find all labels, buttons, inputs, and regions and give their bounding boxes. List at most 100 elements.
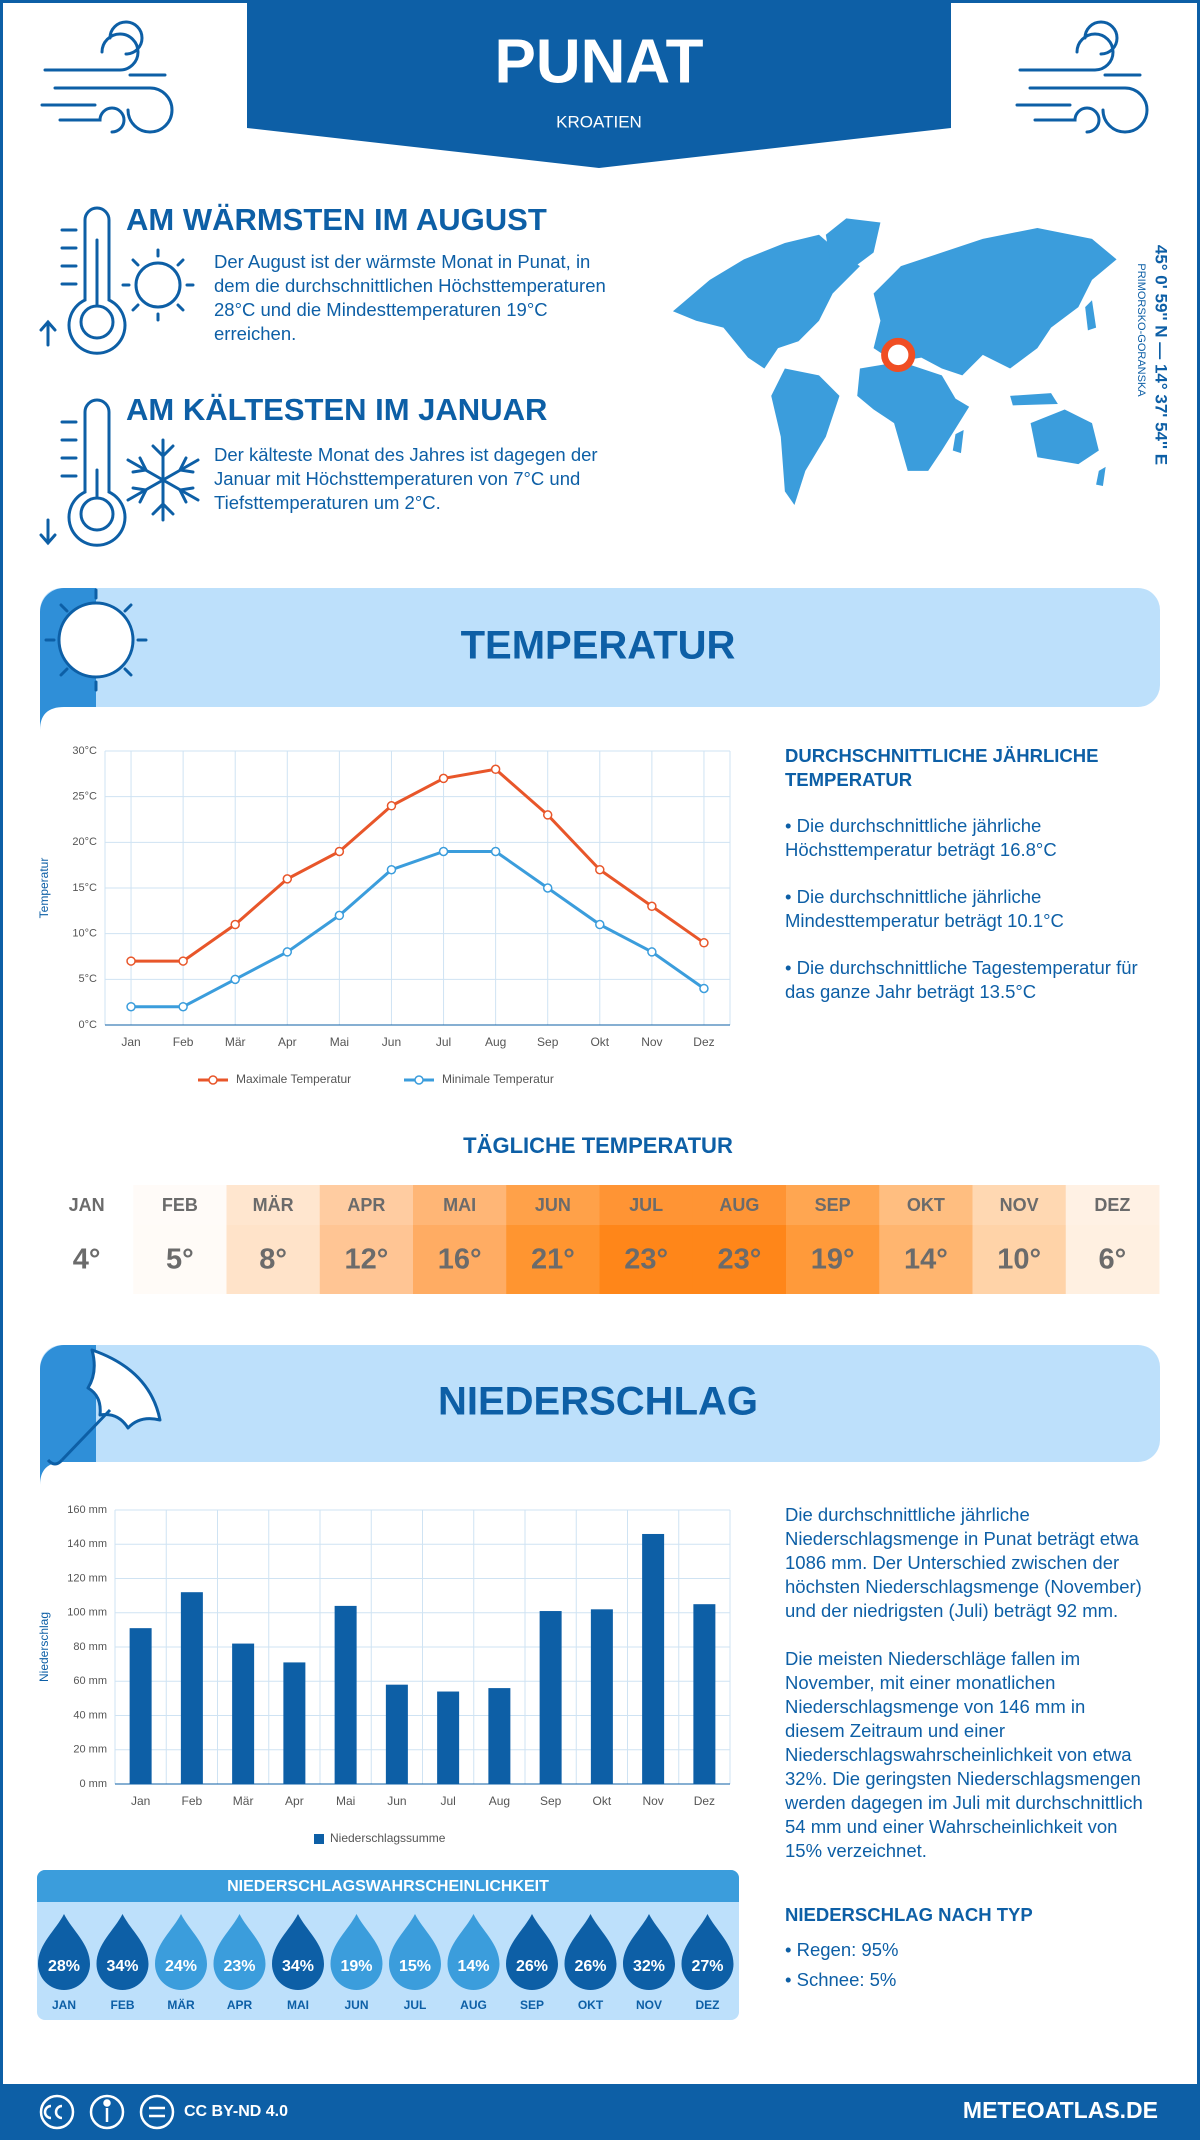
line-point	[282, 874, 293, 884]
daily-header-tint	[133, 1185, 227, 1225]
probability-value: 23%	[223, 1958, 255, 1975]
daily-value: 14°	[904, 1244, 948, 1276]
probability-month: NOV	[636, 1998, 662, 2012]
world-map	[672, 218, 1117, 506]
daily-value-cell	[506, 1225, 600, 1294]
line-point	[438, 846, 449, 857]
city-title: PUNAT	[495, 27, 704, 96]
highlight-title: AM WÄRMSTEN IM AUGUST	[126, 202, 547, 237]
bar	[283, 1662, 306, 1784]
daily-header-tint	[786, 1185, 880, 1225]
legend-marker	[208, 1075, 218, 1085]
y-axis-label: Niederschlag	[37, 1612, 51, 1682]
daily-header-tint	[506, 1185, 600, 1225]
x-tick-label: Nov	[642, 1794, 663, 1808]
y-tick-label: 100 mm	[67, 1607, 107, 1619]
header-banner	[247, 0, 951, 168]
probability-month: AUG	[460, 1998, 487, 2012]
x-tick-label: Sep	[537, 1035, 559, 1049]
line-point	[542, 810, 553, 820]
section-title: TEMPERATUR	[461, 624, 736, 668]
probability-month: SEP	[520, 1998, 544, 2012]
probability-drop	[330, 1914, 383, 1991]
x-tick-label: Mai	[330, 1035, 349, 1049]
daily-header-cell	[972, 1185, 1067, 1225]
section-banner	[40, 588, 1160, 707]
probability-drop	[623, 1914, 675, 1990]
daily-value-cell	[226, 1225, 321, 1294]
daily-month: JUL	[629, 1195, 663, 1215]
probability-value: 24%	[165, 1958, 197, 1975]
line-series	[131, 767, 705, 963]
line-point	[490, 764, 501, 775]
temperature-summary: DURCHSCHNITTLICHE JÄHRLICHE TEMPERATUR •…	[785, 744, 1155, 1004]
x-tick-label: Jan	[121, 1035, 140, 1049]
daily-month: APR	[347, 1195, 385, 1215]
daily-header-cell	[133, 1185, 227, 1225]
probability-drop	[564, 1914, 617, 1991]
daily-title: TÄGLICHE TEMPERATUR	[463, 1133, 733, 1158]
thermometer-cold-icon	[39, 398, 127, 547]
daily-header-tint	[319, 1185, 414, 1225]
x-tick-label: Aug	[489, 1794, 510, 1808]
daily-value: 6°	[1099, 1244, 1127, 1276]
y-tick-label: 25°C	[72, 791, 97, 803]
line-point	[699, 938, 709, 948]
x-tick-label: Jan	[131, 1794, 150, 1808]
probability-drop	[96, 1914, 149, 1991]
bar	[693, 1604, 716, 1784]
daily-value-cell	[319, 1225, 414, 1294]
daily-month: JAN	[69, 1195, 105, 1215]
line-point	[386, 864, 397, 875]
daily-value-cell	[413, 1225, 507, 1294]
probability-drop	[38, 1914, 90, 1990]
sun-banner-icon	[44, 588, 148, 692]
daily-value: 16°	[438, 1244, 482, 1276]
y-tick-label: 30°C	[72, 745, 97, 757]
type-item: • Schnee: 5%	[785, 1969, 897, 1990]
x-tick-label: Feb	[182, 1794, 203, 1808]
daily-month: DEZ	[1094, 1195, 1130, 1215]
daily-month: FEB	[162, 1195, 198, 1215]
line-point	[490, 846, 501, 857]
thermometer-warm-icon	[39, 206, 127, 355]
banner-corner	[40, 1345, 96, 1485]
line-point	[230, 974, 240, 985]
site-name: METEOATLAS.DE	[963, 2097, 1158, 2123]
daily-header-cell	[879, 1185, 973, 1225]
probability-month: MÄR	[167, 1997, 195, 2012]
daily-header-cell	[692, 1185, 787, 1225]
precipitation-paragraph: Die meisten Niederschläge fallen im Nove…	[785, 1648, 1143, 1861]
line-point	[178, 1001, 188, 1012]
probability-value: 32%	[633, 1958, 665, 1975]
line-point	[699, 983, 709, 994]
highlight-title: AM KÄLTESTEN IM JANUAR	[126, 392, 548, 427]
probability-drop	[506, 1914, 558, 1990]
daily-value: 12°	[344, 1244, 388, 1276]
type-title: NIEDERSCHLAG NACH TYP	[785, 1904, 1033, 1925]
license-icons	[39, 2094, 175, 2130]
daily-value-cell	[972, 1225, 1067, 1294]
x-tick-label: Jul	[440, 1794, 455, 1808]
daily-value-cell	[599, 1225, 694, 1294]
probability-value: 26%	[516, 1958, 548, 1975]
legend-marker	[314, 1834, 324, 1844]
daily-header-cell	[319, 1185, 414, 1225]
snowflake-icon	[126, 438, 200, 522]
y-tick-label: 15°C	[72, 882, 97, 894]
probability-value: 28%	[48, 1958, 80, 1975]
daily-header-cell	[40, 1185, 134, 1225]
daily-table: JAN 4° FEB 5° MÄR 8° APR 12° MAI 16° JUN 21° JUL 23° A…	[40, 1185, 1160, 1294]
probability-drop	[447, 1914, 500, 1991]
country-subtitle: KROATIEN	[556, 112, 642, 131]
x-tick-label: Jun	[382, 1035, 401, 1049]
probability-drop	[155, 1914, 207, 1990]
y-axis-label: Temperatur	[37, 858, 51, 919]
probability-value: 19%	[340, 1958, 372, 1975]
probability-month: FEB	[111, 1998, 135, 2012]
y-tick-label: 40 mm	[73, 1709, 107, 1721]
daily-value-cell	[40, 1225, 134, 1294]
y-tick-label: 0 mm	[80, 1778, 108, 1790]
